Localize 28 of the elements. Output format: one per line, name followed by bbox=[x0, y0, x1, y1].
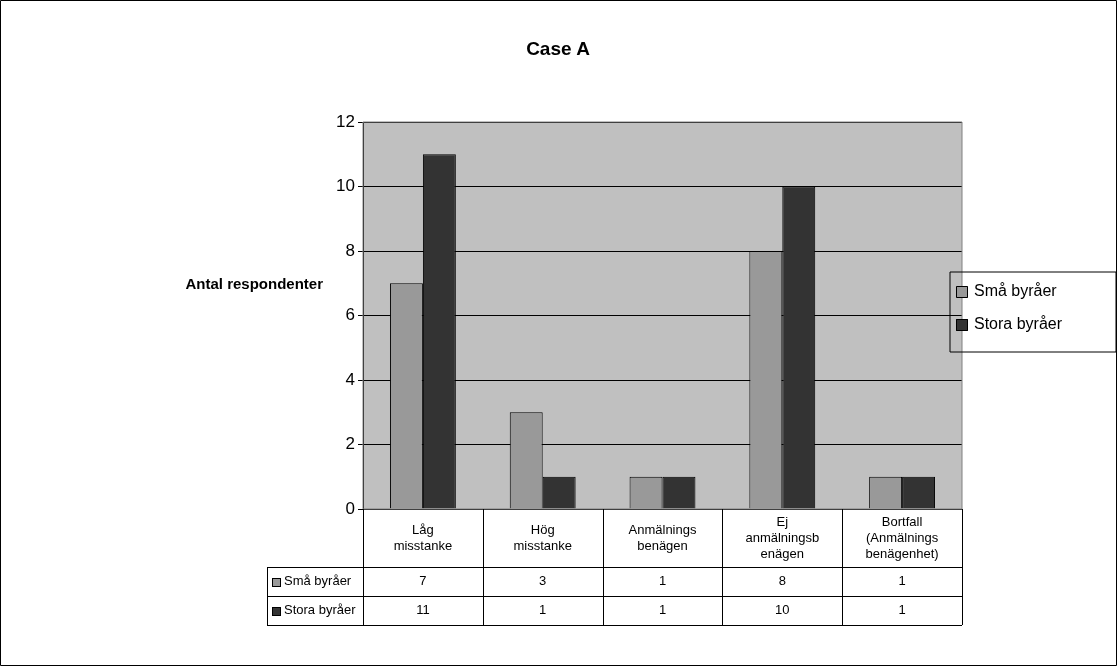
data-label: 8 bbox=[778, 573, 786, 589]
y-tick-label: 12 bbox=[336, 111, 355, 131]
data-label: 1 bbox=[539, 602, 547, 618]
data-label: 1 bbox=[658, 573, 667, 589]
chart-title: Case A bbox=[526, 38, 591, 60]
legend-label: Stora byråer bbox=[974, 315, 1063, 333]
data-label: 7 bbox=[419, 573, 427, 589]
text: Små byråer bbox=[284, 573, 352, 589]
y-tick-label: 2 bbox=[345, 434, 355, 454]
data-label: 10 bbox=[775, 602, 790, 618]
data-label: 1 bbox=[658, 602, 667, 618]
x-tick-label: Anmälnings benägen bbox=[628, 521, 697, 553]
legend-label: Små byråer bbox=[974, 282, 1058, 300]
y-tick-label: 8 bbox=[345, 240, 355, 260]
x-tick-label: Hög misstanke bbox=[513, 521, 572, 553]
data-label: 1 bbox=[898, 573, 906, 589]
x-tick-label: Ej anmälningsb enägen bbox=[745, 513, 820, 561]
data-label: 3 bbox=[539, 573, 547, 589]
y-tick-label: 4 bbox=[345, 369, 355, 389]
x-tick-label: Bortfall (Anmälnings benägenhet) bbox=[865, 513, 939, 561]
y-tick-label: 0 bbox=[345, 498, 355, 518]
data-label: 1 bbox=[898, 602, 906, 618]
y-tick-label: 10 bbox=[336, 176, 355, 196]
y-axis-title: Antal respondenter bbox=[185, 275, 324, 293]
text: Stora byråer bbox=[284, 602, 356, 618]
data-label: 11 bbox=[416, 602, 430, 618]
x-tick-label: Låg misstanke bbox=[393, 521, 453, 553]
y-tick-label: 6 bbox=[345, 305, 355, 325]
